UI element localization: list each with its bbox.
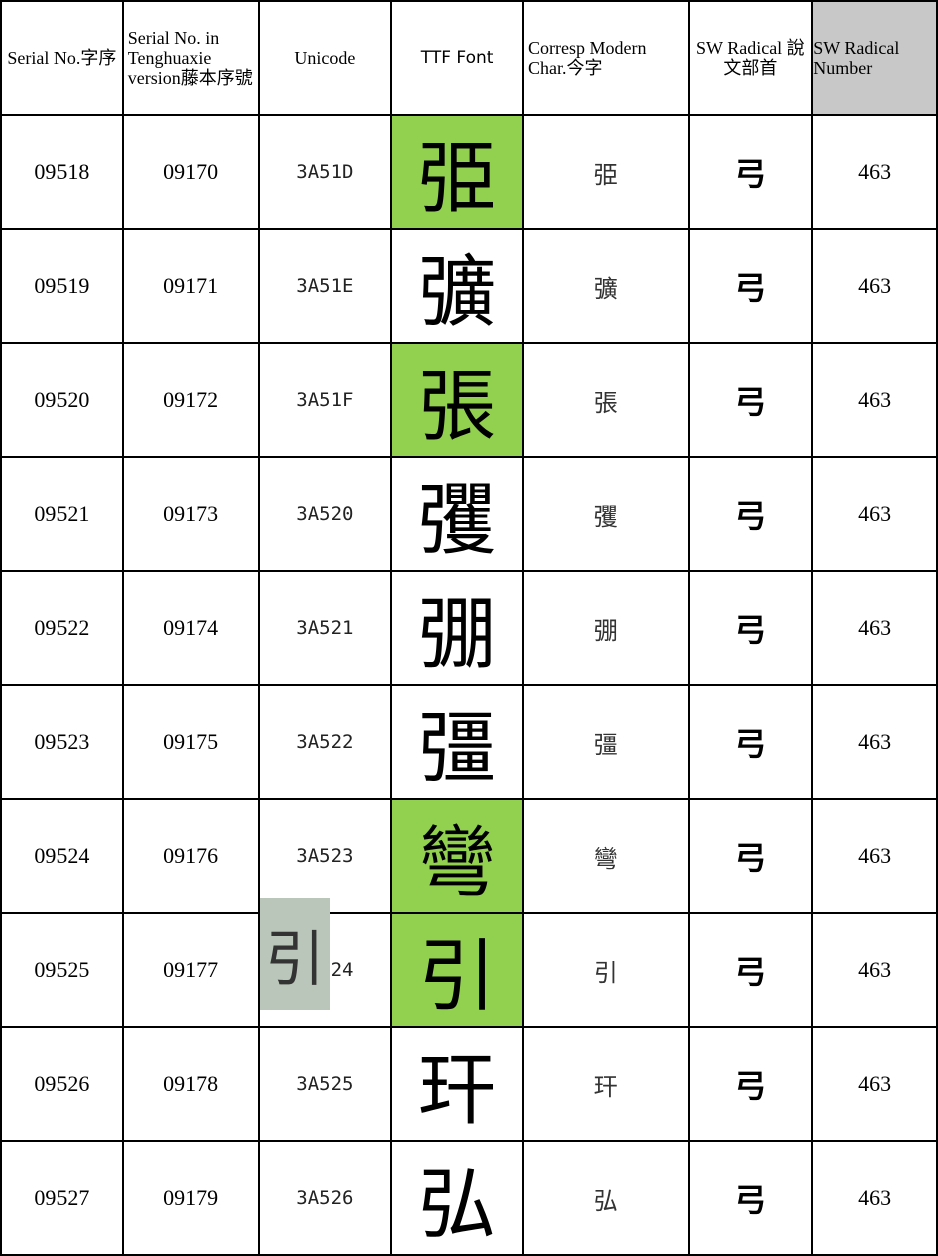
seal-glyph: 引: [390, 912, 524, 1028]
serial: 09526: [0, 1026, 124, 1142]
seal-glyph: 弸: [390, 570, 524, 686]
unicode: 3A51E: [257, 228, 393, 344]
seal-glyph: 弘: [390, 1140, 524, 1256]
radical: 弓: [687, 228, 814, 344]
serial-tenghuaxie: 09177: [121, 912, 260, 1028]
radical-number: 463: [811, 1140, 938, 1256]
seal-glyph: 彍: [390, 228, 524, 344]
table-row: 09520 09172 3A51F 張張弓 463: [0, 342, 938, 458]
radical-number: 463: [811, 228, 938, 344]
radical: 弓: [687, 570, 814, 686]
seal-glyph: 彊: [390, 684, 524, 800]
unicode: 3A523: [257, 798, 393, 914]
radical-number: 463: [811, 912, 938, 1028]
table-row: 09519 09171 3A51E 彍彍弓 463: [0, 228, 938, 344]
table-row: 09526 09178 3A525 玕玕弓 463: [0, 1026, 938, 1142]
seal-glyph: 彏: [390, 456, 524, 572]
radical-number: 463: [811, 342, 938, 458]
seal-glyph: 彎: [390, 798, 524, 914]
table-row: 09522 09174 3A521 弸弸弓 463: [0, 570, 938, 686]
radical-number: 463: [811, 1026, 938, 1142]
column-header: Serial No. in Tenghuaxie version藤本序號: [121, 0, 260, 116]
seal-glyph: 弫: [390, 114, 524, 230]
radical-number: 463: [811, 114, 938, 230]
serial-tenghuaxie: 09178: [121, 1026, 260, 1142]
header-row: Serial No.字序 Serial No. in Tenghuaxie ver…: [0, 0, 938, 116]
serial: 09518: [0, 114, 124, 230]
table-row: 09524 09176 3A523 彎彎弓 463: [0, 798, 938, 914]
radical: 弓: [687, 1140, 814, 1256]
radical-number: 463: [811, 456, 938, 572]
seal-glyph: 張: [390, 342, 524, 458]
serial: 09519: [0, 228, 124, 344]
radical: 弓: [687, 1026, 814, 1142]
table-row: 09518 09170 3A51D 弫弫弓 463: [0, 114, 938, 230]
modern-char: 引: [521, 912, 690, 1028]
unicode: 3A521: [257, 570, 393, 686]
modern-char: 彍: [521, 228, 690, 344]
column-header: Corresp Modern Char.今字: [521, 0, 690, 116]
radical-number: 463: [811, 570, 938, 686]
serial: 09521: [0, 456, 124, 572]
serial-tenghuaxie: 09179: [121, 1140, 260, 1256]
serial-tenghuaxie: 09171: [121, 228, 260, 344]
unicode: 3A522: [257, 684, 393, 800]
modern-char: 弫: [521, 114, 690, 230]
column-header: Serial No.字序: [0, 0, 124, 116]
unicode: 3A51F: [257, 342, 393, 458]
radical-number: 463: [811, 684, 938, 800]
unicode: 3A51D: [257, 114, 393, 230]
serial: 09525: [0, 912, 124, 1028]
serial: 09523: [0, 684, 124, 800]
modern-char: 張: [521, 342, 690, 458]
table-row: 09525091773A524引引弓463: [0, 912, 938, 1028]
unicode: 3A520: [257, 456, 393, 572]
serial: 09524: [0, 798, 124, 914]
seal-glyph: 玕: [390, 1026, 524, 1142]
radical: 弓: [687, 684, 814, 800]
radical: 弓: [687, 114, 814, 230]
table-row: 09527 09179 3A526 弘弘弓 463: [0, 1140, 938, 1256]
scan-overlay: 引: [260, 898, 330, 1010]
radical: 弓: [687, 798, 814, 914]
column-header: TTF Font: [390, 0, 524, 116]
radical: 弓: [687, 456, 814, 572]
serial-tenghuaxie: 09172: [121, 342, 260, 458]
modern-char: 彏: [521, 456, 690, 572]
radical: 弓: [687, 912, 814, 1028]
serial-tenghuaxie: 09173: [121, 456, 260, 572]
unicode: 3A526: [257, 1140, 393, 1256]
serial-tenghuaxie: 09176: [121, 798, 260, 914]
table-row: 09521 09173 3A520 彏彏弓 463: [0, 456, 938, 572]
radical: 弓: [687, 342, 814, 458]
table-body: 09518 09170 3A51D 弫弫弓 463 09519 09171 3A51E 彍彍弓 4…: [0, 114, 938, 1256]
modern-char: 弸: [521, 570, 690, 686]
serial: 09520: [0, 342, 124, 458]
modern-char: 彎: [521, 798, 690, 914]
serial-tenghuaxie: 09175: [121, 684, 260, 800]
modern-char: 彊: [521, 684, 690, 800]
unicode: 3A525: [257, 1026, 393, 1142]
serial-tenghuaxie: 09170: [121, 114, 260, 230]
column-header: Unicode: [257, 0, 393, 116]
modern-char: 弘: [521, 1140, 690, 1256]
modern-char: 玕: [521, 1026, 690, 1142]
serial: 09522: [0, 570, 124, 686]
serial-tenghuaxie: 09174: [121, 570, 260, 686]
table-row: 09523 09175 3A522 彊彊弓 463: [0, 684, 938, 800]
serial: 09527: [0, 1140, 124, 1256]
column-header: SW Radical Number: [811, 0, 938, 116]
column-header: SW Radical 說文部首: [687, 0, 814, 116]
radical-number: 463: [811, 798, 938, 914]
